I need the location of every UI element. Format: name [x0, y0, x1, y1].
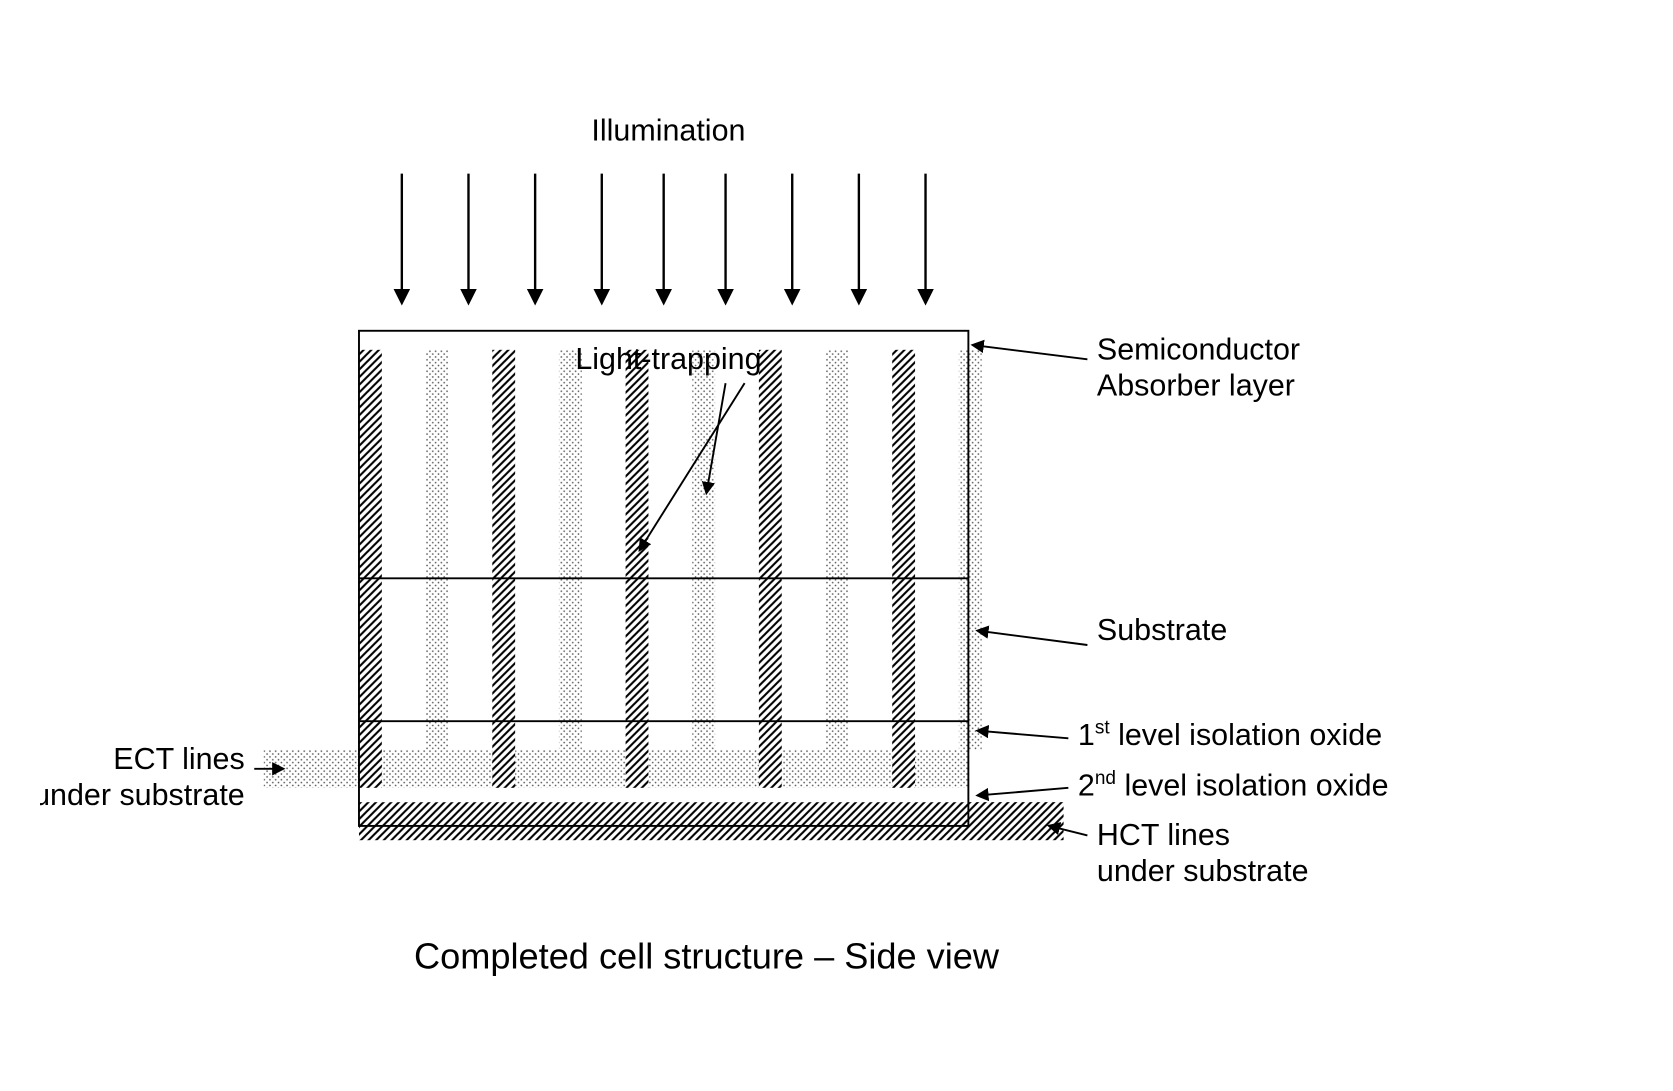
iso2-arrow	[978, 788, 1068, 796]
ect-label-2: under substrate	[40, 778, 245, 812]
isolation-gap	[359, 788, 968, 802]
absorber-arrow	[973, 345, 1087, 359]
hct-label-2: under substrate	[1097, 854, 1309, 888]
hct-bar	[359, 802, 1064, 840]
iso2-label: 2nd level isolation oxide	[1078, 768, 1389, 802]
light-trapping-label: Light-trapping	[575, 342, 761, 376]
ect-label-1: ECT lines	[113, 742, 244, 776]
absorber-label-2: Absorber layer	[1097, 369, 1295, 403]
iso1-label: 1st level isolation oxide	[1078, 718, 1382, 752]
illumination-label: Illumination	[591, 113, 745, 147]
substrate-label: Substrate	[1097, 613, 1227, 647]
iso1-arrow	[978, 731, 1068, 739]
absorber-label-1: Semiconductor	[1097, 332, 1300, 366]
caption: Completed cell structure – Side view	[414, 936, 1000, 977]
illumination-arrows	[402, 174, 926, 303]
cell-structure-diagram: Illumination Light-trapping Semiconducto…	[40, 40, 1633, 1051]
hct-label-1: HCT lines	[1097, 818, 1230, 852]
substrate-arrow	[978, 631, 1088, 645]
